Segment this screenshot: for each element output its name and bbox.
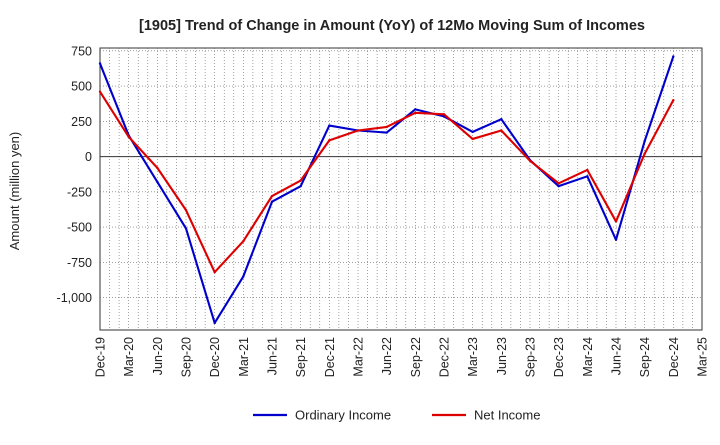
- x-tick-label: Mar-20: [122, 337, 136, 377]
- data-point: [471, 137, 474, 141]
- data-point: [672, 98, 675, 102]
- data-point: [213, 270, 216, 274]
- x-tick-label: Jun-24: [610, 337, 624, 375]
- data-point: [328, 139, 331, 142]
- x-tick-label: Dec-20: [208, 337, 222, 377]
- data-point: [672, 55, 675, 58]
- data-point: [156, 180, 159, 184]
- series-lines: [98, 55, 675, 325]
- data-point: [500, 118, 503, 121]
- y-tick-label: 500: [71, 80, 92, 94]
- x-tick-label: Jun-20: [151, 337, 165, 375]
- data-point: [586, 175, 589, 178]
- data-point: [643, 139, 646, 143]
- data-point: [442, 113, 446, 116]
- data-point: [614, 238, 618, 241]
- x-tick-label: Sep-24: [638, 337, 652, 377]
- data-point: [385, 125, 388, 129]
- plot-area-frame: [99, 47, 703, 331]
- data-point: [614, 220, 618, 223]
- data-point: [242, 275, 245, 278]
- data-point: [156, 166, 159, 170]
- y-axis-label: Amount (million yen): [7, 132, 22, 251]
- data-point: [270, 200, 274, 203]
- gridlines: [99, 47, 703, 331]
- legend: Ordinary Income Net Income: [253, 408, 540, 423]
- data-point: [299, 184, 302, 188]
- data-point: [242, 239, 245, 243]
- data-point: [586, 168, 589, 172]
- data-point: [328, 124, 331, 127]
- data-point: [557, 184, 560, 188]
- x-tick-label: Mar-23: [466, 337, 480, 377]
- data-point: [98, 62, 102, 65]
- y-tick-label: -750: [67, 256, 92, 270]
- x-tick-label: Jun-22: [380, 337, 394, 375]
- x-tick-label: Mar-24: [581, 337, 595, 377]
- y-tick-label: 250: [71, 115, 92, 129]
- legend-label: Net Income: [474, 408, 540, 423]
- data-point: [184, 227, 188, 230]
- x-tick-label: Dec-19: [94, 337, 108, 377]
- y-tick-label: -500: [67, 221, 92, 235]
- data-point: [500, 129, 503, 132]
- data-point: [98, 90, 102, 93]
- x-tick-label: Jun-21: [266, 337, 280, 375]
- y-tick-label: -250: [67, 185, 92, 199]
- data-point: [184, 208, 188, 212]
- data-point: [356, 129, 360, 132]
- x-tick-label: Sep-20: [180, 337, 194, 377]
- data-point: [385, 131, 388, 134]
- chart-title: [1905] Trend of Change in Amount (YoY) o…: [139, 18, 645, 34]
- y-tick-label: 0: [85, 150, 92, 164]
- data-point: [557, 182, 560, 185]
- data-point: [414, 111, 417, 115]
- y-tick-label: -1,000: [57, 291, 92, 305]
- x-tick-label: Dec-23: [552, 337, 566, 377]
- x-tick-label: Dec-21: [323, 337, 337, 377]
- data-point: [414, 108, 417, 111]
- y-tick-label: 750: [71, 44, 92, 58]
- data-point: [471, 130, 474, 134]
- x-tick-label: Dec-22: [438, 337, 452, 377]
- x-tick-label: Mar-21: [237, 337, 251, 377]
- data-point: [528, 159, 532, 162]
- x-tick-label: Sep-23: [524, 337, 538, 377]
- axes: 750 500 250 0 -250 -500 -750 -1,000 Dec-19 Mar-20…: [57, 44, 710, 377]
- x-tick-label: Sep-21: [294, 337, 308, 377]
- data-point: [299, 179, 302, 182]
- data-point: [213, 321, 216, 325]
- x-tick-label: Mar-22: [352, 337, 366, 377]
- x-tick-label: Sep-22: [409, 337, 423, 377]
- data-point: [643, 152, 646, 155]
- x-tick-label: Dec-24: [667, 337, 681, 377]
- data-point: [270, 194, 274, 198]
- legend-label: Ordinary Income: [295, 408, 391, 423]
- x-tick-label: Mar-25: [696, 337, 710, 377]
- x-tick-label: Jun-23: [495, 337, 509, 375]
- data-point: [127, 135, 130, 139]
